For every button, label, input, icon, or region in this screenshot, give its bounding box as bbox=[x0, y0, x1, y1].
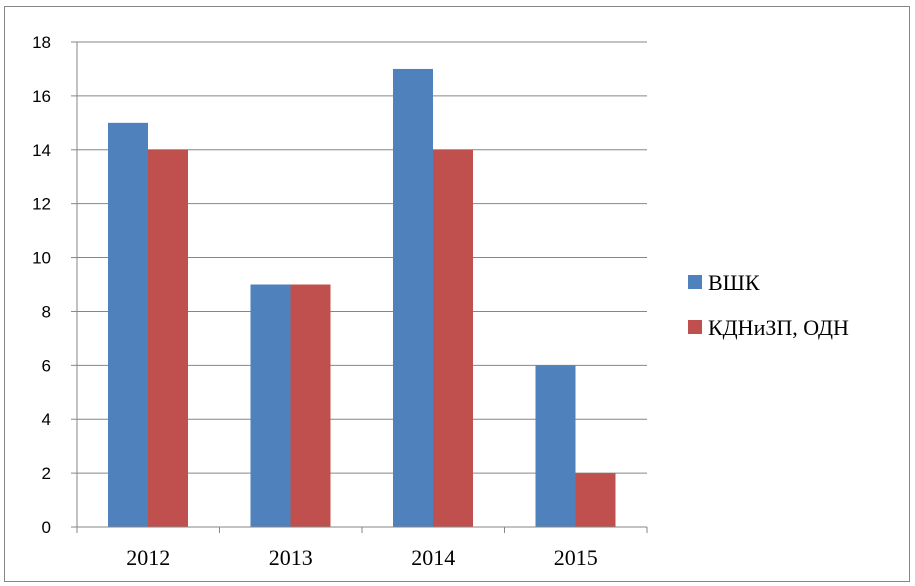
bar-series2-2013 bbox=[290, 284, 331, 527]
y-tick-label: 14 bbox=[32, 141, 51, 160]
bar-series1-2012 bbox=[108, 122, 148, 527]
legend-swatch bbox=[688, 320, 702, 334]
bar-series1-2014 bbox=[393, 68, 433, 527]
bar-series2-2012 bbox=[148, 149, 188, 527]
legend-label: ВШК bbox=[708, 270, 760, 295]
x-category-label: 2015 bbox=[554, 545, 598, 570]
bars bbox=[108, 68, 616, 527]
y-tick-label: 10 bbox=[32, 249, 51, 268]
bar-series2-2015 bbox=[575, 473, 616, 527]
y-tick-label: 16 bbox=[32, 87, 51, 106]
y-tick-label: 18 bbox=[32, 33, 51, 52]
legend-label: КДНиЗП, ОДН bbox=[708, 315, 849, 340]
y-tick-label: 12 bbox=[32, 195, 51, 214]
axes bbox=[71, 41, 648, 533]
x-category-labels: 2012 2013 2014 2015 bbox=[126, 545, 598, 570]
y-tick-label: 4 bbox=[42, 410, 51, 429]
x-category-label: 2014 bbox=[411, 545, 455, 570]
y-tick-label: 8 bbox=[42, 302, 51, 321]
x-category-label: 2012 bbox=[126, 545, 170, 570]
y-tick-label: 6 bbox=[42, 356, 51, 375]
y-tick-label: 2 bbox=[42, 464, 51, 483]
bar-series1-2013 bbox=[250, 284, 291, 527]
bar-series2-2014 bbox=[433, 149, 473, 527]
y-tick-label: 0 bbox=[42, 518, 51, 537]
legend-swatch bbox=[688, 275, 702, 289]
bar-series1-2015 bbox=[535, 365, 576, 527]
x-category-label: 2013 bbox=[269, 545, 313, 570]
y-tick-labels: 0 2 4 6 8 10 12 14 16 18 bbox=[32, 33, 51, 537]
legend: ВШК КДНиЗП, ОДН bbox=[688, 270, 849, 340]
